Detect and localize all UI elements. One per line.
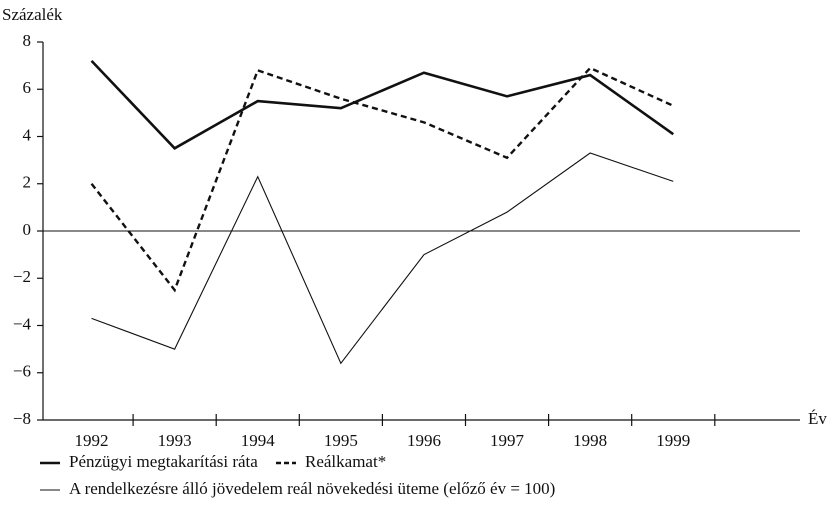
legend-label: Reálkamat* <box>305 452 386 471</box>
x-axis-label: Év <box>808 409 827 428</box>
legend-label: Pénzügyi megtakarítási ráta <box>69 452 258 471</box>
y-tick-label: 8 <box>23 31 32 50</box>
x-tick-label: 1994 <box>241 431 276 450</box>
y-tick-label: −2 <box>13 267 31 286</box>
series-line <box>90 66 674 293</box>
x-tick-label: 1998 <box>573 431 607 450</box>
x-tick-label: 1996 <box>407 431 441 450</box>
legend-label: A rendelkezésre álló jövedelem reál növe… <box>69 479 555 498</box>
series-line <box>91 152 674 365</box>
y-tick-label: 0 <box>23 220 32 239</box>
x-tick-label: 1992 <box>75 431 109 450</box>
x-tick-label: 1993 <box>158 431 192 450</box>
y-tick-label: 6 <box>23 78 32 97</box>
y-tick-label: −4 <box>13 314 32 333</box>
x-tick-label: 1999 <box>656 431 690 450</box>
y-tick-label: −8 <box>13 409 31 428</box>
y-tick-label: −6 <box>13 362 31 381</box>
y-axis-label: Százalék <box>2 5 63 24</box>
x-tick-label: 1995 <box>324 431 358 450</box>
series-line <box>90 60 675 150</box>
x-tick-label: 1997 <box>490 431 525 450</box>
y-tick-label: 2 <box>23 173 32 192</box>
y-tick-label: 4 <box>23 125 32 144</box>
